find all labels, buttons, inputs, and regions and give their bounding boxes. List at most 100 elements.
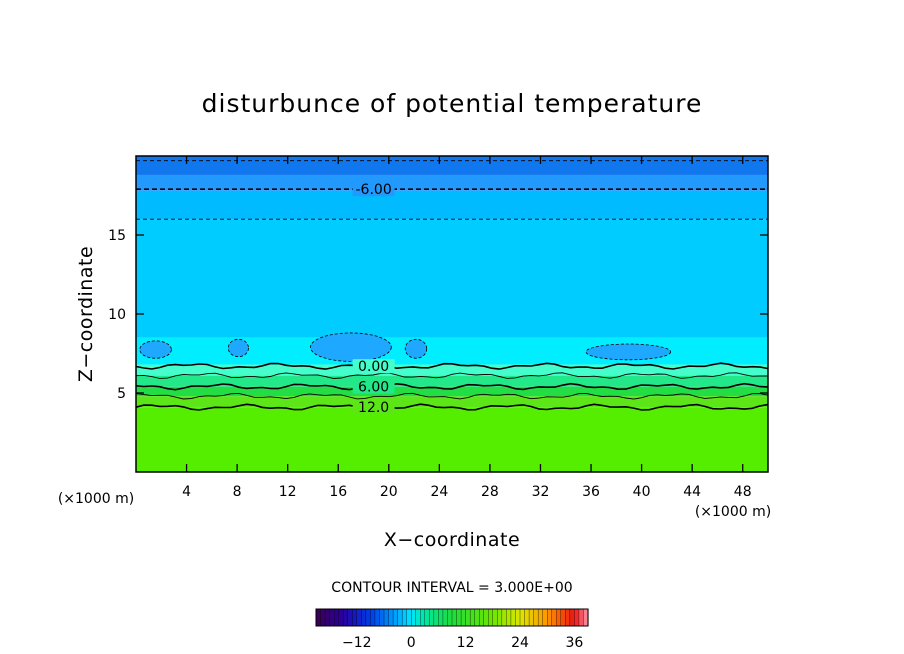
colorbar-swatch bbox=[338, 608, 344, 627]
contour-line-6 bbox=[135, 382, 769, 391]
colorbar-tick-label: 0 bbox=[407, 635, 416, 651]
chart-title: disturbunce of potential temperature bbox=[202, 89, 703, 118]
colorbar-swatch bbox=[420, 608, 426, 627]
colorbar-swatch bbox=[406, 608, 412, 627]
x-tick-label: 28 bbox=[481, 484, 499, 500]
colorbar-swatch bbox=[320, 608, 326, 627]
colorbar-frame bbox=[315, 608, 589, 627]
contour-fill-layer bbox=[136, 396, 768, 408]
colorbar-swatch bbox=[565, 608, 571, 627]
colorbar-swatch bbox=[451, 608, 458, 627]
colorbar-tick-label: −12 bbox=[342, 635, 372, 651]
x-tick-label: 44 bbox=[683, 484, 701, 500]
x-tick-label: 36 bbox=[582, 484, 600, 500]
contour-fill-layer bbox=[136, 174, 768, 191]
x-tick-label: 16 bbox=[329, 484, 347, 500]
colorbar-swatch bbox=[315, 608, 322, 627]
colorbar-swatch bbox=[352, 608, 358, 627]
colorbar-swatch bbox=[542, 608, 548, 627]
colorbar-tick-label: 36 bbox=[565, 635, 583, 651]
x-tick-label: 8 bbox=[233, 484, 242, 500]
colorbar-swatch bbox=[465, 608, 471, 627]
colorbar-swatch bbox=[343, 608, 349, 627]
colorbar-swatch bbox=[569, 608, 575, 627]
colorbar-swatch bbox=[388, 608, 394, 627]
cold-cell-contour bbox=[227, 338, 249, 358]
colorbar-tick-label: 24 bbox=[511, 635, 529, 651]
colorbar-swatch bbox=[447, 608, 453, 627]
cold-cell-contour bbox=[310, 332, 392, 362]
contour-label: 6.00 bbox=[358, 380, 389, 396]
contour-line-0 bbox=[135, 362, 769, 370]
colorbar-swatch bbox=[497, 608, 503, 627]
colorbar-swatch bbox=[488, 608, 494, 627]
colorbar-swatch bbox=[506, 608, 512, 627]
colorbar-swatch bbox=[411, 608, 417, 627]
colorbar-ticks: −12 0 12 24 36 bbox=[342, 635, 583, 651]
colorbar-swatch bbox=[370, 608, 376, 627]
colorbar-tick-label: 12 bbox=[457, 635, 475, 651]
cold-cell-contour bbox=[585, 343, 672, 361]
colorbar-swatch bbox=[483, 608, 489, 627]
colorbar-swatch bbox=[415, 608, 421, 627]
contour-line-3 bbox=[135, 372, 768, 379]
x-axis-label: X−coordinate bbox=[384, 529, 520, 551]
contour-interval-label: CONTOUR INTERVAL = 3.000E+00 bbox=[331, 580, 572, 596]
cold-cell-contour bbox=[404, 338, 428, 359]
colorbar-swatch bbox=[365, 608, 371, 627]
contour-label: 12.0 bbox=[358, 400, 389, 416]
contour-fill-layer bbox=[136, 375, 768, 387]
x-axis-ticks: 4 8 12 16 20 24 28 32 36 40 44 48 bbox=[182, 156, 752, 500]
contour-line-12 bbox=[135, 403, 769, 411]
contour-fill-layer bbox=[136, 190, 768, 220]
colorbar-swatch bbox=[401, 608, 408, 627]
contour-label: 0.00 bbox=[358, 359, 389, 375]
colorbar-swatch bbox=[501, 608, 507, 627]
colorbar-swatch bbox=[456, 608, 462, 627]
colorbar-swatch bbox=[510, 608, 517, 627]
colorbar-swatch bbox=[397, 608, 403, 627]
contour-fill-layer bbox=[136, 386, 768, 397]
colorbar-swatch bbox=[528, 608, 535, 627]
colorbar-swatch bbox=[547, 608, 553, 627]
colorbar-swatch bbox=[442, 608, 449, 627]
y-axis-label: Z−coordinate bbox=[75, 246, 97, 382]
colorbar-swatch bbox=[383, 608, 390, 627]
colorbar-swatch bbox=[333, 608, 340, 627]
contour-fill-layer bbox=[136, 156, 768, 175]
x-axis-unit: (×1000 m) bbox=[695, 504, 771, 520]
colorbar-swatch bbox=[424, 608, 430, 627]
contour-fill-layer bbox=[136, 364, 768, 376]
colorbar-swatch bbox=[324, 608, 331, 627]
colorbar bbox=[315, 608, 589, 627]
colorbar-swatch bbox=[438, 608, 444, 627]
colorbar-swatch bbox=[392, 608, 399, 627]
y-tick-label: 15 bbox=[108, 228, 126, 244]
y-tick-label: 10 bbox=[108, 307, 126, 323]
colorbar-swatch bbox=[551, 608, 557, 627]
plot-area bbox=[136, 156, 768, 472]
colorbar-swatch bbox=[347, 608, 353, 627]
colorbar-swatch bbox=[533, 608, 539, 627]
contour-fill-layer bbox=[136, 219, 768, 338]
colorbar-swatch bbox=[537, 608, 544, 627]
x-tick-label: 12 bbox=[279, 484, 297, 500]
contour-lines bbox=[135, 160, 769, 411]
colorbar-swatch bbox=[460, 608, 467, 627]
contour-fill-layer bbox=[136, 407, 768, 472]
colorbar-swatch bbox=[356, 608, 362, 627]
colorbar-swatch bbox=[479, 608, 485, 627]
colorbar-swatch bbox=[492, 608, 498, 627]
colorbar-swatch bbox=[578, 608, 585, 627]
colorbar-swatch bbox=[469, 608, 476, 627]
contour-labels: 12.0 6.00 0.00 -6.00 bbox=[352, 182, 395, 416]
contour-label: -6.00 bbox=[356, 182, 392, 198]
x-tick-label: 20 bbox=[380, 484, 398, 500]
x-tick-label: 32 bbox=[532, 484, 550, 500]
colorbar-swatch bbox=[556, 608, 562, 627]
y-axis-ticks: 5 10 15 bbox=[108, 228, 768, 402]
colorbar-swatch bbox=[379, 608, 385, 627]
x-tick-label: 24 bbox=[430, 484, 448, 500]
x-tick-label: 40 bbox=[633, 484, 651, 500]
